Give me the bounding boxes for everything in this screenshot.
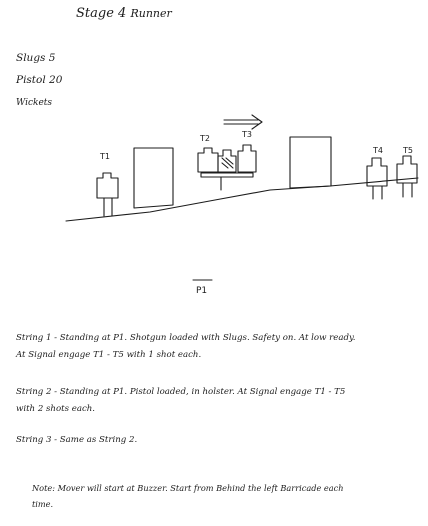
stage-title: Stage 4 Runner xyxy=(76,6,172,21)
string-3-text: String 3 - Same as String 2. xyxy=(16,435,138,445)
ground-line xyxy=(65,177,419,222)
label-t5: T5 xyxy=(403,146,413,155)
mover-note: Note: Mover will start at Buzzer. Start … xyxy=(32,483,344,509)
stage-title-label: Stage 4 xyxy=(76,6,127,21)
mover-rail xyxy=(200,172,254,178)
target-t2 xyxy=(197,147,219,173)
barricade-left xyxy=(133,147,174,209)
string-1-text: String 1 - Standing at P1. Shotgun loade… xyxy=(16,333,356,360)
target-t5 xyxy=(396,155,418,184)
barricade-right xyxy=(289,136,332,189)
target-t3 xyxy=(237,144,257,173)
target-t4 xyxy=(366,157,388,187)
ammo-wickets: Wickets xyxy=(16,98,53,108)
label-t4: T4 xyxy=(373,146,383,155)
label-t2: T2 xyxy=(200,134,210,143)
ammo-pistol: Pistol 20 xyxy=(16,74,63,86)
target-t4-legs xyxy=(372,185,383,200)
target-t1-legs xyxy=(103,197,113,217)
ammo-slugs: Slugs 5 xyxy=(16,52,56,64)
string-2-text: String 2 - Standing at P1. Pistol loaded… xyxy=(16,387,346,414)
target-mid xyxy=(217,149,237,173)
label-t3: T3 xyxy=(242,130,252,139)
target-t5-legs xyxy=(402,182,413,198)
target-mid-hatch xyxy=(221,157,234,169)
label-p1: P1 xyxy=(196,286,208,296)
direction-arrow xyxy=(223,114,263,130)
label-t1: T1 xyxy=(100,152,110,161)
target-t1 xyxy=(96,172,119,199)
stage-subtitle: Runner xyxy=(130,7,172,20)
